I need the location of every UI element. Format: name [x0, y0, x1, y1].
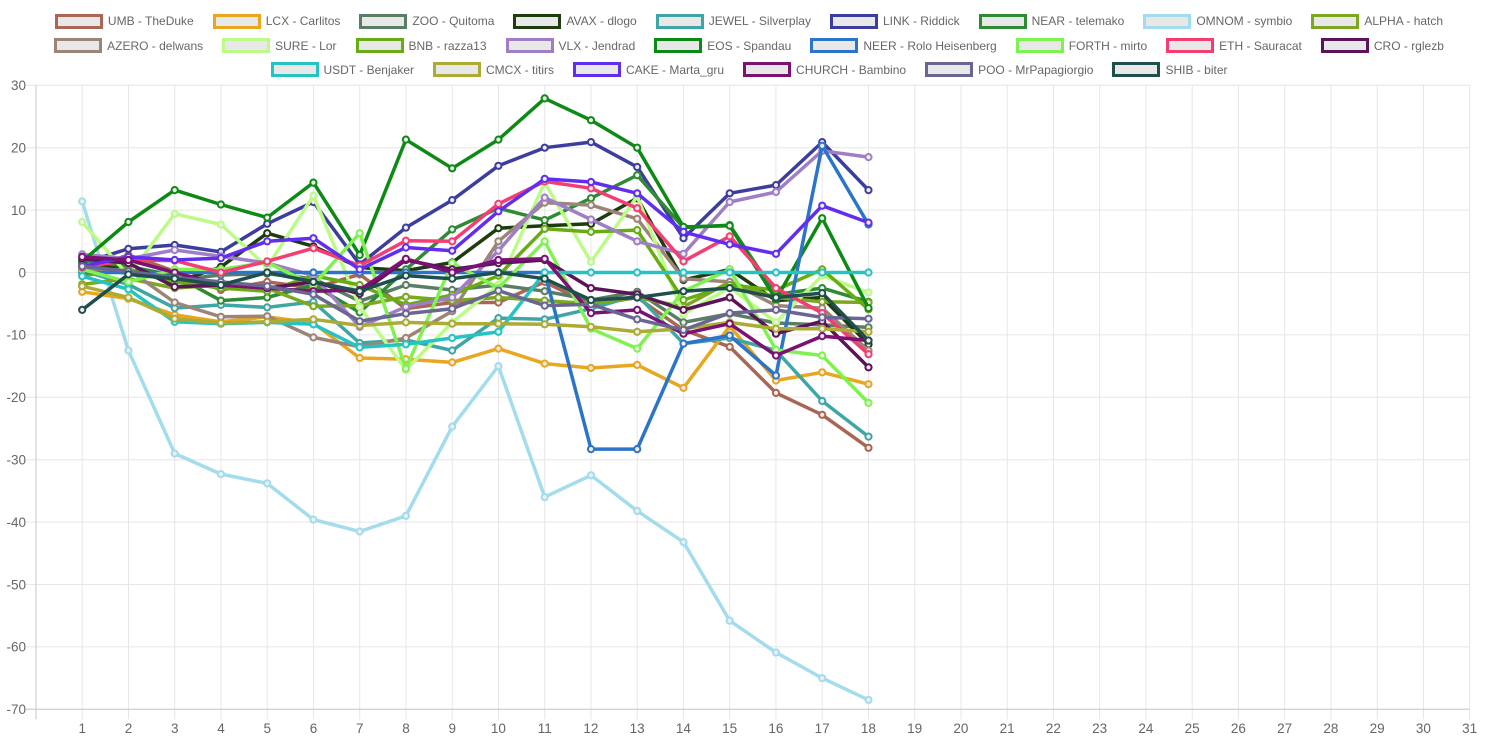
svg-text:-60: -60: [6, 640, 26, 655]
svg-text:7: 7: [356, 721, 364, 736]
svg-text:25: 25: [1185, 721, 1200, 736]
svg-text:8: 8: [402, 721, 410, 736]
svg-text:-50: -50: [6, 577, 26, 592]
svg-text:11: 11: [538, 721, 552, 736]
svg-text:31: 31: [1462, 721, 1477, 736]
svg-text:0: 0: [18, 265, 26, 280]
svg-text:-30: -30: [6, 453, 26, 468]
svg-text:1: 1: [78, 721, 86, 736]
svg-text:-20: -20: [6, 390, 26, 405]
svg-text:-10: -10: [6, 328, 26, 343]
svg-text:13: 13: [630, 721, 645, 736]
svg-text:30: 30: [11, 78, 26, 93]
svg-text:26: 26: [1231, 721, 1246, 736]
svg-text:10: 10: [11, 203, 26, 218]
svg-text:12: 12: [583, 721, 598, 736]
svg-text:9: 9: [448, 721, 456, 736]
svg-text:-40: -40: [6, 515, 26, 530]
svg-text:16: 16: [768, 721, 783, 736]
svg-text:18: 18: [861, 721, 876, 736]
svg-text:28: 28: [1323, 721, 1338, 736]
svg-text:15: 15: [722, 721, 737, 736]
svg-text:2: 2: [125, 721, 133, 736]
svg-text:5: 5: [263, 721, 271, 736]
svg-text:24: 24: [1138, 721, 1154, 736]
svg-text:30: 30: [1416, 721, 1431, 736]
svg-text:14: 14: [676, 721, 692, 736]
svg-text:4: 4: [217, 721, 225, 736]
svg-text:21: 21: [1000, 721, 1015, 736]
svg-text:22: 22: [1046, 721, 1061, 736]
svg-text:6: 6: [310, 721, 318, 736]
svg-text:29: 29: [1370, 721, 1385, 736]
svg-text:19: 19: [907, 721, 922, 736]
svg-text:17: 17: [815, 721, 830, 736]
svg-text:-70: -70: [6, 702, 26, 717]
svg-text:23: 23: [1092, 721, 1107, 736]
svg-text:27: 27: [1277, 721, 1292, 736]
svg-text:3: 3: [171, 721, 179, 736]
svg-text:20: 20: [11, 141, 26, 156]
svg-text:10: 10: [491, 721, 506, 736]
svg-text:20: 20: [953, 721, 968, 736]
